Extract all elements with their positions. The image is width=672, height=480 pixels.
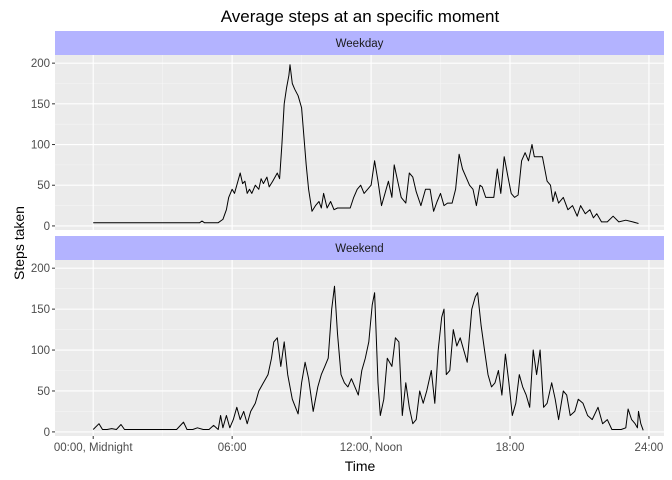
panel-background-weekend (55, 260, 664, 436)
y-tick-label: 150 (31, 304, 50, 316)
series-line-weekend (92, 285, 644, 431)
chart-panels: Weekday 0 50 100 150 200 Weekend 0 50 100 150 200 00… (31, 31, 664, 454)
series-line-weekday (93, 64, 639, 224)
y-tick-label: 200 (31, 58, 50, 70)
x-tick-label: 18:00 (496, 442, 525, 454)
panel-background-weekday (55, 55, 664, 230)
y-tick-label: 150 (31, 99, 50, 111)
x-tick-label: 06:00 (218, 442, 247, 454)
y-axis-title: Steps taken (11, 206, 27, 280)
y-tick-label: 50 (37, 180, 50, 192)
facet-strip-weekday (55, 31, 664, 55)
y-tick-label: 0 (44, 221, 50, 233)
x-tick-label: 24:00 (635, 442, 664, 454)
facet-label-weekday: Weekday (336, 38, 384, 50)
x-axis-title: Time (345, 458, 376, 474)
facet-strip-weekend (55, 236, 664, 260)
facet-label-weekend: Weekend (335, 243, 383, 255)
y-tick-label: 0 (44, 427, 50, 439)
chart-title: Average steps at an specific moment (221, 7, 500, 26)
y-tick-label: 100 (31, 140, 50, 152)
x-tick-label: 12:00, Noon (340, 442, 403, 454)
y-tick-label: 200 (31, 263, 50, 275)
y-tick-label: 100 (31, 345, 50, 357)
x-tick-label: 00:00, Midnight (54, 442, 133, 454)
y-tick-label: 50 (37, 386, 50, 398)
